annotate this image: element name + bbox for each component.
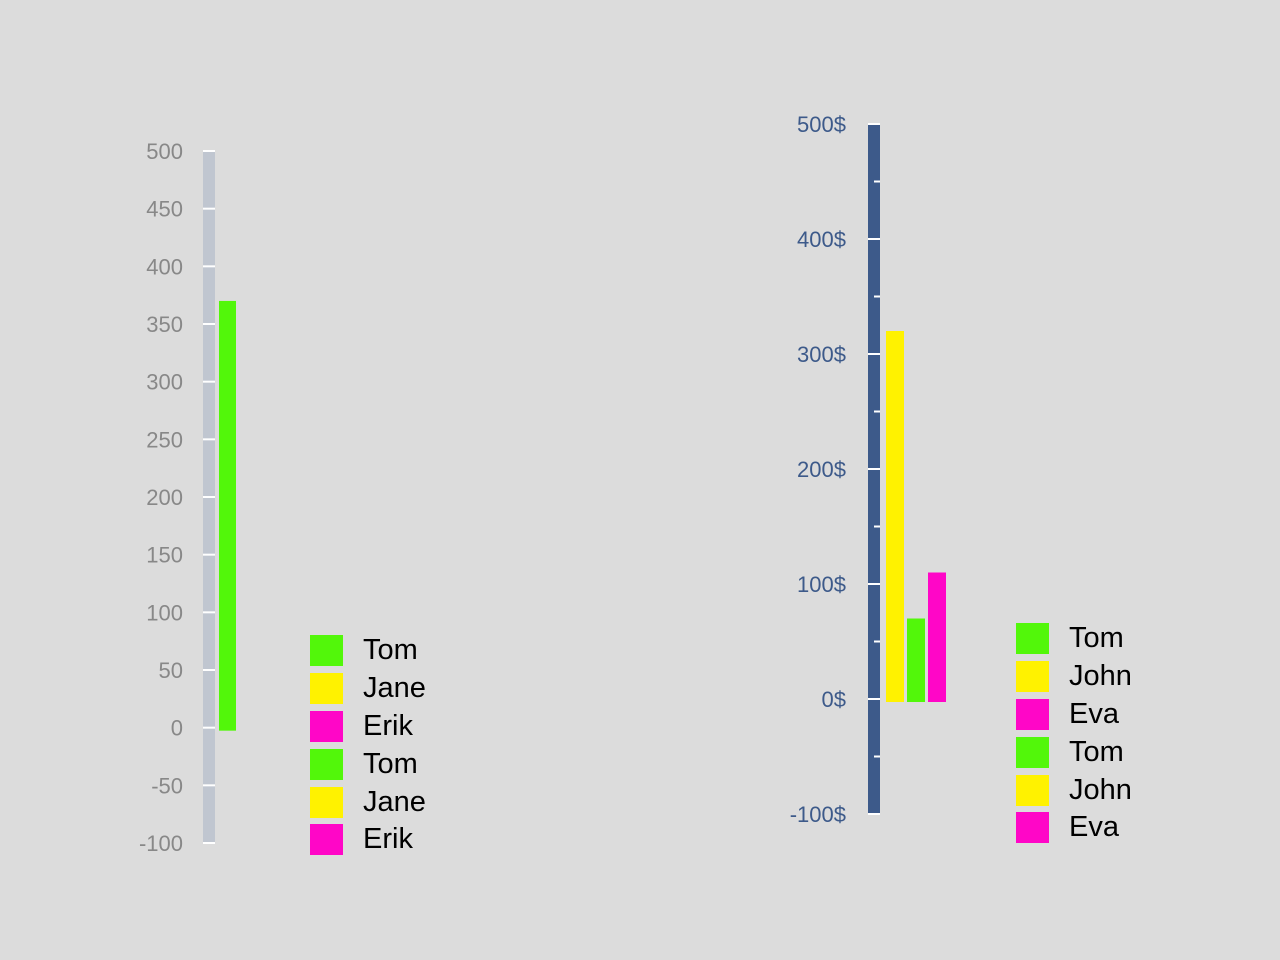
legend-swatch — [310, 635, 343, 667]
chart0-tick-label: 0 — [171, 716, 183, 741]
legend-label: Jane — [363, 672, 426, 705]
legend-swatch — [310, 748, 343, 780]
chart0-tick-label: 400 — [146, 254, 183, 279]
legend-swatch — [1016, 623, 1049, 655]
legend-label: Tom — [1069, 735, 1124, 768]
legend-item: Tom — [1016, 620, 1132, 658]
legend-label: Tom — [363, 747, 418, 780]
chart0-tick-label: 100 — [146, 600, 183, 625]
legend-swatch — [1016, 774, 1049, 806]
chart0-bar — [219, 300, 236, 731]
legend-swatch — [310, 824, 343, 856]
legend-label: Tom — [1069, 622, 1124, 655]
legend-swatch — [1016, 736, 1049, 768]
chart0-tick-label: 500 — [146, 139, 183, 164]
chart1-tick-label: 400$ — [797, 227, 846, 252]
legend-label: Eva — [1069, 697, 1119, 730]
right-chart-legend: Tom John Eva Tom John Eva — [1016, 620, 1132, 847]
legend-item: Jane — [310, 783, 426, 821]
legend-item: Tom — [310, 632, 426, 670]
legend-swatch — [310, 710, 343, 742]
legend-item: Eva — [1016, 809, 1132, 847]
chart0-tick-label: 150 — [146, 543, 183, 568]
chart0-tick-label: 450 — [146, 197, 183, 222]
legend-item: John — [1016, 658, 1132, 696]
chart0-tick-label: 200 — [146, 485, 183, 510]
chart0-tick-label: 250 — [146, 427, 183, 452]
legend-item: Tom — [310, 745, 426, 783]
chart1-tick-label: 0$ — [822, 687, 846, 712]
legend-swatch — [310, 786, 343, 818]
legend-label: Jane — [363, 785, 426, 818]
legend-label: John — [1069, 773, 1132, 806]
legend-item: John — [1016, 771, 1132, 809]
chart1-tick-label: 200$ — [797, 457, 846, 482]
chart1-bar — [928, 572, 946, 702]
left-chart-legend: Tom Jane Erik Tom Jane Erik — [310, 632, 426, 859]
legend-item: Eva — [1016, 696, 1132, 734]
legend-label: John — [1069, 660, 1132, 693]
legend-swatch — [1016, 661, 1049, 693]
legend-label: Erik — [363, 823, 413, 856]
legend-swatch — [1016, 698, 1049, 730]
legend-label: Tom — [363, 634, 418, 667]
legend-label: Eva — [1069, 811, 1119, 844]
legend-item: Tom — [1016, 733, 1132, 771]
chart1-tick-label: 500$ — [797, 112, 846, 137]
legend-item: Erik — [310, 708, 426, 746]
legend-swatch — [310, 673, 343, 705]
chart1-tick-label: -100$ — [790, 802, 846, 827]
chart0-tick-label: -100 — [139, 831, 183, 856]
legend-swatch — [1016, 812, 1049, 844]
chart1-tick-label: 100$ — [797, 572, 846, 597]
chart1-bar — [886, 331, 904, 702]
legend-item: Jane — [310, 670, 426, 708]
chart1-bar — [907, 618, 925, 702]
chart0-tick-label: -50 — [151, 773, 183, 798]
chart0-tick-label: 300 — [146, 370, 183, 395]
chart0-tick-label: 350 — [146, 312, 183, 337]
chart1-tick-label: 300$ — [797, 342, 846, 367]
chart0-tick-label: 50 — [159, 658, 183, 683]
legend-label: Erik — [363, 709, 413, 742]
legend-item: Erik — [310, 821, 426, 859]
